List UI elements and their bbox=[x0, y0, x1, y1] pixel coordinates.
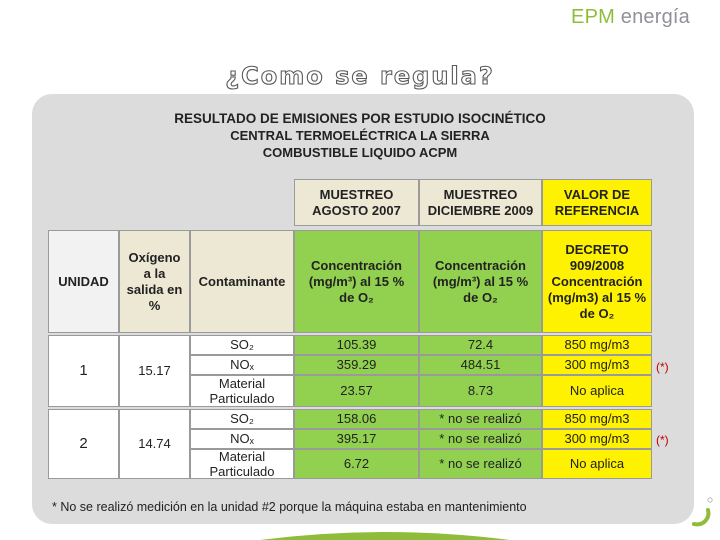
unit-2-mp-ref: No aplica bbox=[542, 449, 652, 479]
epm-logo: EPM energía bbox=[571, 6, 690, 29]
footnote: * No se realizó medición en la unidad #2… bbox=[52, 500, 527, 514]
unit-2-oxigeno: 14.74 bbox=[119, 409, 190, 479]
unit-2-number: 2 bbox=[48, 409, 119, 479]
bottom-arc-decoration bbox=[260, 532, 510, 540]
unit-1-mp-ref: No aplica bbox=[542, 375, 652, 407]
unit-1-contaminante-so2: SO₂ bbox=[190, 335, 294, 355]
unit-1-nox-ref: 300 mg/m3 bbox=[542, 355, 652, 375]
unit-2-so2-2007: 158.06 bbox=[294, 409, 419, 429]
header-muestreo-2009: MUESTREO DICIEMBRE 2009 bbox=[419, 179, 542, 226]
header-concentracion-2007: Concentración (mg/m³) al 15 % de O₂ bbox=[294, 230, 419, 333]
unit-1-nox-2009: 484.51 bbox=[419, 355, 542, 375]
unit-2-nox-2007: 395.17 bbox=[294, 429, 419, 449]
header-valor-referencia: VALOR DE REFERENCIA bbox=[542, 179, 652, 226]
header-contaminante: Contaminante bbox=[190, 230, 294, 333]
unit-2-mp-2007: 6.72 bbox=[294, 449, 419, 479]
unit-1-so2-ref: 850 mg/m3 bbox=[542, 335, 652, 355]
unit-2-mp-2009: * no se realizó bbox=[419, 449, 542, 479]
heading-line-3: COMBUSTIBLE LIQUIDO ACPM bbox=[262, 145, 458, 160]
header-decreto: DECRETO 909/2008 Concentración (mg/m3) a… bbox=[542, 230, 652, 333]
unit-1-contaminante-nox: NOₓ bbox=[190, 355, 294, 375]
unit-1-so2-2007: 105.39 bbox=[294, 335, 419, 355]
unit-1-mp-2009: 8.73 bbox=[419, 375, 542, 407]
unit-2-so2-2009: * no se realizó bbox=[419, 409, 542, 429]
unit-2-contaminante-so2: SO₂ bbox=[190, 409, 294, 429]
brand-swirl-icon bbox=[692, 497, 713, 527]
unit-2-contaminante-mp: Material Particulado bbox=[190, 449, 294, 479]
unit-1-number: 1 bbox=[48, 335, 119, 407]
unit-1-nox-2007: 359.29 bbox=[294, 355, 419, 375]
heading-line-1: RESULTADO DE EMISIONES POR ESTUDIO ISOCI… bbox=[174, 111, 546, 126]
logo-brand: EPM bbox=[571, 6, 615, 28]
unit-1-nox-note: (*) bbox=[656, 360, 669, 374]
unit-1-so2-2009: 72.4 bbox=[419, 335, 542, 355]
header-oxigeno: Oxígeno a la salida en % bbox=[119, 230, 190, 333]
unit-2-so2-ref: 850 mg/m3 bbox=[542, 409, 652, 429]
unit-1-oxigeno: 15.17 bbox=[119, 335, 190, 407]
header-muestreo-2007: MUESTREO AGOSTO 2007 bbox=[294, 179, 419, 226]
unit-2-nox-ref: 300 mg/m3 bbox=[542, 429, 652, 449]
heading-line-2: CENTRAL TERMOELÉCTRICA LA SIERRA bbox=[230, 128, 490, 143]
logo-suffix: energía bbox=[615, 6, 690, 28]
header-unidad: UNIDAD bbox=[48, 230, 119, 333]
unit-1-contaminante-mp: Material Particulado bbox=[190, 375, 294, 407]
header-concentracion-2009: Concentración (mg/m³) al 15 % de O₂ bbox=[419, 230, 542, 333]
unit-1-mp-2007: 23.57 bbox=[294, 375, 419, 407]
slide-title: ¿Como se regula? bbox=[225, 61, 495, 90]
unit-2-nox-2009: * no se realizó bbox=[419, 429, 542, 449]
table-heading: RESULTADO DE EMISIONES POR ESTUDIO ISOCI… bbox=[0, 110, 720, 161]
unit-2-contaminante-nox: NOₓ bbox=[190, 429, 294, 449]
unit-2-nox-note: (*) bbox=[656, 433, 669, 447]
